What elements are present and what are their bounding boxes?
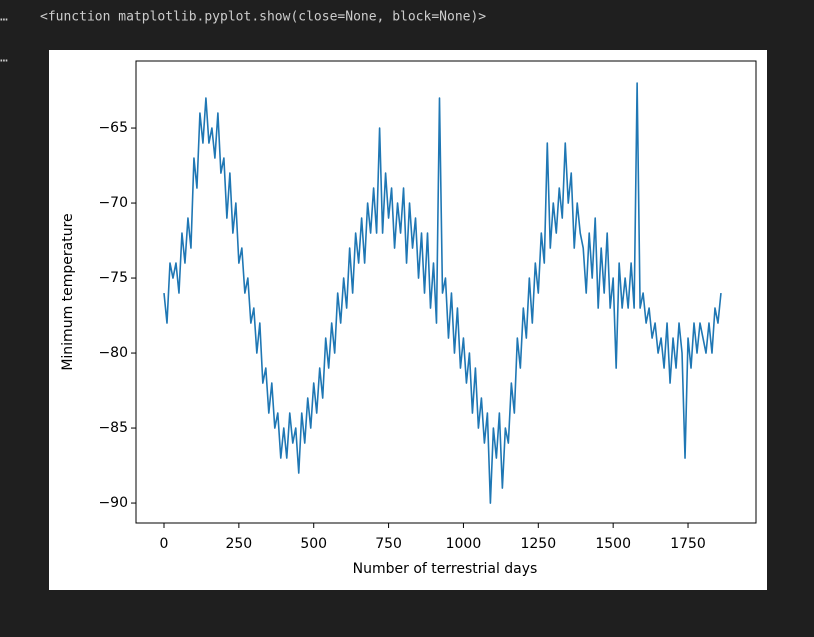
x-tick-label: 1000 — [446, 536, 482, 552]
y-tick-label: −80 — [98, 345, 128, 361]
y-tick-label: −90 — [98, 495, 128, 511]
y-tick-label: −65 — [98, 120, 128, 136]
x-axis-label: Number of terrestrial days — [353, 561, 538, 577]
y-tick-label: −85 — [98, 420, 128, 436]
y-tick-label: −70 — [98, 195, 128, 211]
cell-marker[interactable]: … — [0, 10, 8, 25]
y-tick-label: −75 — [98, 270, 128, 286]
x-tick-label: 500 — [300, 536, 327, 552]
figure — [49, 50, 767, 590]
output-text: <function matplotlib.pyplot.show(close=N… — [40, 10, 486, 25]
data-line — [163, 82, 722, 504]
x-tick-label: 750 — [375, 536, 402, 552]
cell-marker[interactable]: … — [0, 51, 8, 66]
x-tick-label: 1750 — [670, 536, 706, 552]
x-tick-label: 250 — [225, 536, 252, 552]
axes-frame — [135, 60, 757, 524]
x-tick-label: 0 — [160, 536, 169, 552]
y-axis-label: Minimum temperature — [60, 213, 76, 370]
x-tick-label: 1250 — [520, 536, 556, 552]
x-tick-label: 1500 — [595, 536, 631, 552]
